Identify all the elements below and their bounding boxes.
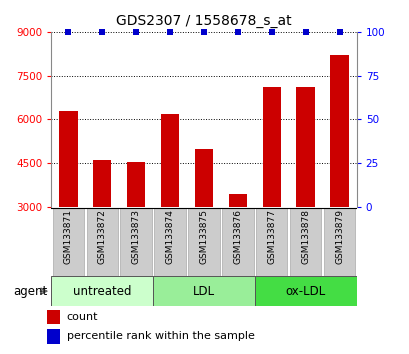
- Text: GSM133875: GSM133875: [199, 209, 208, 264]
- Bar: [126, 162, 145, 207]
- FancyBboxPatch shape: [256, 209, 287, 276]
- Bar: [228, 194, 247, 207]
- Bar: [262, 87, 281, 207]
- Text: count: count: [66, 312, 98, 322]
- Bar: [47, 309, 60, 324]
- Text: ox-LDL: ox-LDL: [285, 285, 325, 298]
- Text: agent: agent: [13, 285, 47, 298]
- Text: untreated: untreated: [73, 285, 131, 298]
- FancyBboxPatch shape: [154, 209, 185, 276]
- Text: GSM133872: GSM133872: [97, 209, 106, 264]
- Bar: [160, 114, 179, 207]
- Text: GSM133874: GSM133874: [165, 209, 174, 264]
- FancyBboxPatch shape: [324, 209, 355, 276]
- Bar: [296, 87, 315, 207]
- Text: GSM133876: GSM133876: [233, 209, 242, 264]
- FancyBboxPatch shape: [290, 209, 321, 276]
- Text: GSM133871: GSM133871: [63, 209, 72, 264]
- Bar: [330, 55, 348, 207]
- Bar: [194, 149, 213, 207]
- FancyBboxPatch shape: [254, 276, 356, 306]
- FancyBboxPatch shape: [188, 209, 219, 276]
- Text: LDL: LDL: [193, 285, 214, 298]
- FancyBboxPatch shape: [52, 209, 83, 276]
- FancyBboxPatch shape: [222, 209, 253, 276]
- Bar: [59, 111, 77, 207]
- FancyBboxPatch shape: [153, 276, 254, 306]
- Text: GSM133879: GSM133879: [335, 209, 344, 264]
- Text: percentile rank within the sample: percentile rank within the sample: [66, 331, 254, 341]
- Text: GSM133873: GSM133873: [131, 209, 140, 264]
- FancyBboxPatch shape: [120, 209, 151, 276]
- Bar: [92, 160, 111, 207]
- FancyBboxPatch shape: [51, 276, 153, 306]
- FancyBboxPatch shape: [86, 209, 117, 276]
- Bar: [47, 329, 60, 344]
- Title: GDS2307 / 1558678_s_at: GDS2307 / 1558678_s_at: [116, 14, 291, 28]
- Text: GSM133877: GSM133877: [267, 209, 276, 264]
- Text: GSM133878: GSM133878: [301, 209, 310, 264]
